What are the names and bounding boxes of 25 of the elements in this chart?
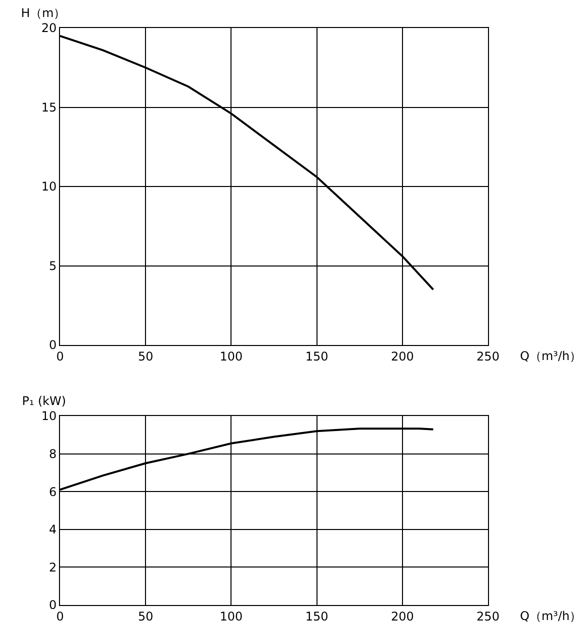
x-tick-label: 250 <box>476 349 500 364</box>
y-tick-label: 15 <box>41 100 57 114</box>
y-tick-label: 0 <box>48 598 57 612</box>
x-tick-label: 200 <box>390 349 414 364</box>
x-tick-label: 150 <box>305 349 328 364</box>
y-tick-label: 6 <box>48 484 57 499</box>
y-axis-title: H（m） <box>21 6 66 20</box>
y-tick-label: 4 <box>48 522 57 537</box>
x-tick-label: 50 <box>138 349 154 364</box>
y-tick-label: 20 <box>41 21 57 36</box>
y-tick-label: 10 <box>41 409 57 424</box>
x-tick-label: 150 <box>305 609 328 624</box>
x-tick-label: 100 <box>220 349 243 364</box>
x-tick-label: 250 <box>476 609 500 624</box>
x-axis-title: Q（m³/h） <box>520 349 580 363</box>
y-tick-label: 8 <box>48 447 57 461</box>
x-tick-label: 50 <box>138 609 154 624</box>
x-tick-label: 100 <box>220 609 243 624</box>
y-axis-title: P₁ (kW) <box>22 394 66 408</box>
y-tick-label: 0 <box>48 338 57 352</box>
y-tick-label: 2 <box>48 560 57 574</box>
y-tick-label: 5 <box>48 258 57 273</box>
x-axis-title: Q（m³/h） <box>520 609 580 623</box>
y-tick-label: 10 <box>41 180 57 194</box>
x-tick-label: 200 <box>390 609 414 624</box>
